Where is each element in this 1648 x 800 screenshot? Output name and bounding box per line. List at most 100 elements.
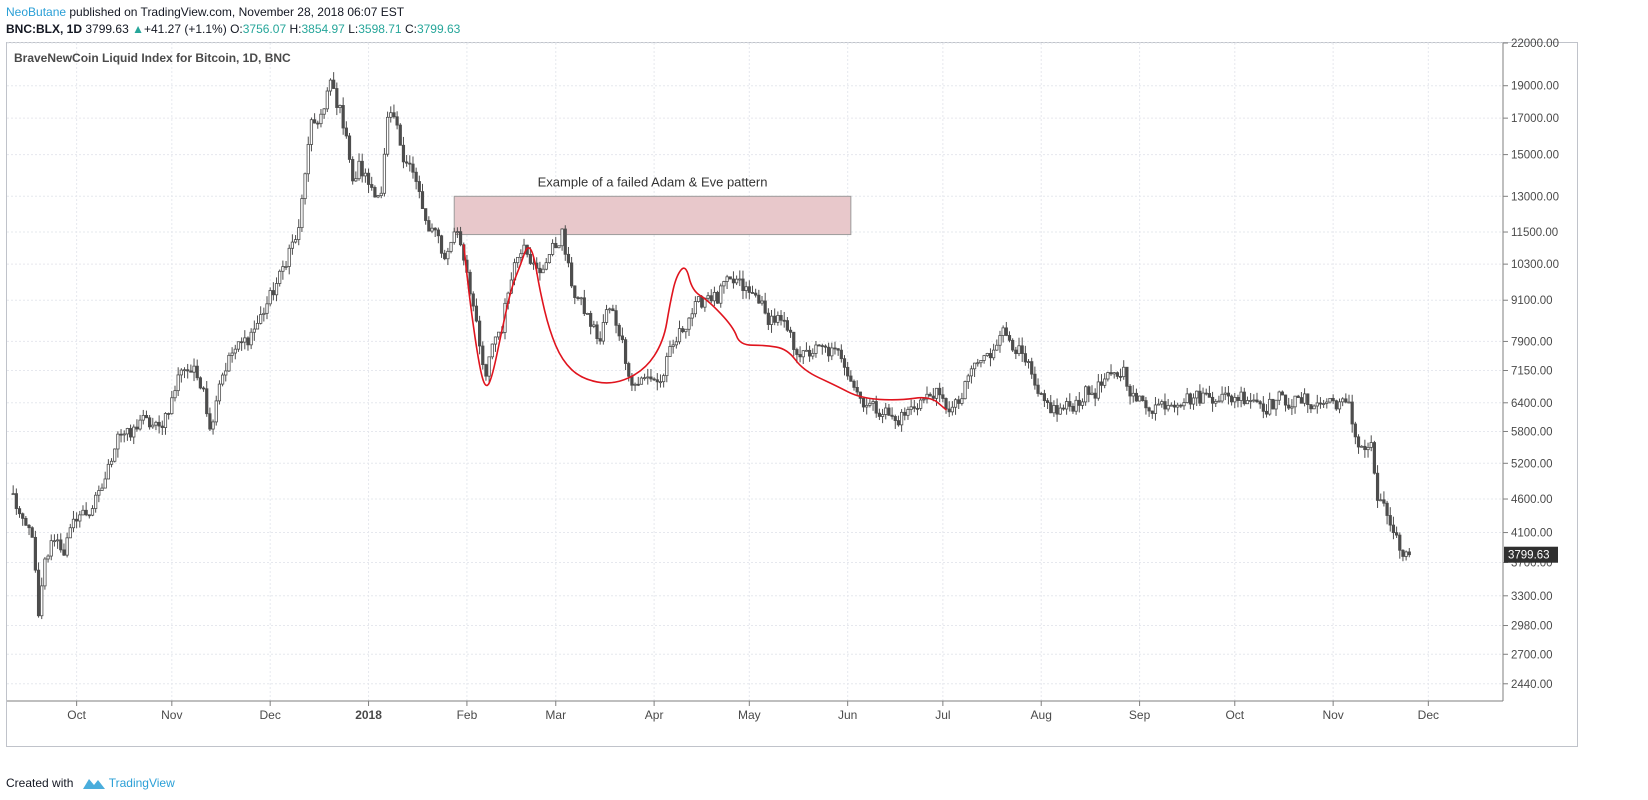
y-tick-label: 5200.00 <box>1511 458 1553 470</box>
adam-eve-path <box>462 244 947 411</box>
candle-body <box>474 305 479 322</box>
candle-body <box>1328 397 1332 403</box>
candles <box>11 72 1411 620</box>
symbol-label: BNC:BLX, 1D <box>6 22 83 36</box>
candle-body <box>728 276 732 280</box>
candle-body <box>424 208 428 221</box>
candle-body <box>1385 502 1389 516</box>
candle-body <box>338 105 342 108</box>
candle-body <box>846 366 850 377</box>
last-price-label: 3799.63 <box>1508 550 1550 562</box>
x-axis: Oct Nov Dec 2018 Feb Mar Apr May Jun Jul Aug Sep Oct… <box>7 700 1503 722</box>
candle-body <box>385 116 390 155</box>
candle-body <box>1401 549 1405 557</box>
candle-body <box>1226 392 1231 397</box>
candle-body <box>576 297 580 299</box>
x-tick-label: Feb <box>457 708 478 722</box>
y-tick-label: 15000.00 <box>1511 150 1559 162</box>
candle-body <box>1017 345 1021 354</box>
candle-body <box>598 338 602 342</box>
grid <box>7 42 1503 701</box>
candle-body <box>731 278 736 284</box>
chart-title: BraveNewCoin Liquid Index for Bitcoin, 1… <box>14 51 291 65</box>
candle-body <box>1084 386 1088 403</box>
y-tick-label: 17000.00 <box>1511 113 1559 125</box>
candle-body <box>604 309 609 323</box>
candle-body <box>322 108 326 115</box>
candle-body <box>1115 372 1119 377</box>
candle-body <box>163 413 168 428</box>
candle-body <box>227 354 231 372</box>
candle-body <box>357 160 361 180</box>
candle-body <box>1052 405 1056 414</box>
candle-body <box>1353 423 1357 438</box>
candle-body <box>71 518 76 529</box>
x-tick-label: Dec <box>1418 708 1439 722</box>
candle-body <box>887 407 891 416</box>
candle-body <box>1372 442 1376 474</box>
candle-body <box>754 292 758 296</box>
last-price-tag: 3799.63 <box>1504 546 1558 563</box>
candle-body <box>1007 335 1012 341</box>
candle-body <box>1153 404 1158 414</box>
candle-body <box>1341 398 1345 403</box>
candle-body <box>379 192 383 197</box>
candle-body <box>528 253 532 264</box>
annotation-rect <box>453 195 852 236</box>
candle-body <box>1290 406 1294 409</box>
candle-body <box>1268 398 1272 415</box>
candle-body <box>236 341 241 350</box>
candle-body <box>490 343 494 358</box>
x-tick-label: Oct <box>1225 708 1244 722</box>
last-price: 3799.63 <box>85 22 129 36</box>
x-tick-label: Jul <box>935 708 950 722</box>
candle-body <box>890 414 894 417</box>
candle-body <box>290 241 294 249</box>
candle-body <box>544 262 548 270</box>
candle-body <box>335 88 339 108</box>
author-link[interactable]: NeoButane <box>6 5 67 19</box>
ohlc-legend: BNC:BLX, 1D 3799.63 ▲+41.27 (+1.1%) O:37… <box>6 22 460 36</box>
candle-body <box>1093 392 1097 399</box>
candle-body <box>652 378 656 381</box>
candle-body <box>550 242 555 255</box>
candle-body <box>170 397 174 415</box>
candle-body <box>643 377 647 380</box>
candle-body <box>744 286 748 291</box>
candle-body <box>484 364 488 377</box>
y-tick-label: 11500.00 <box>1511 227 1558 239</box>
close-value: 3799.63 <box>416 22 461 36</box>
candle-body <box>160 425 164 428</box>
candle-body <box>395 116 399 126</box>
x-tick-label: Nov <box>1322 708 1343 722</box>
candle-body <box>401 144 406 163</box>
candle-body <box>1360 445 1364 448</box>
candle-body <box>458 231 463 246</box>
high-value: 3854.97 <box>301 22 345 36</box>
candle-body <box>1160 401 1164 405</box>
candle-body <box>268 290 272 305</box>
candle-body <box>658 381 663 384</box>
tradingview-logo-icon[interactable] <box>82 777 105 792</box>
candle-body <box>833 347 837 350</box>
candle-body <box>1369 442 1373 448</box>
candle-body <box>880 414 885 417</box>
y-tick-label: 7150.00 <box>1511 366 1553 378</box>
footer: Created with TradingView <box>6 776 175 792</box>
candle-body <box>1099 381 1104 386</box>
price-change: +41.27 (+1.1%) <box>143 22 227 36</box>
candle-body <box>1223 392 1227 395</box>
candle-body <box>141 415 145 421</box>
annotation-text: Example of a failed Adam & Eve pattern <box>538 174 768 189</box>
publish-info: NeoButane published on TradingView.com, … <box>6 5 404 19</box>
tradingview-link[interactable]: TradingView <box>108 776 175 790</box>
candle-body <box>687 317 691 330</box>
candle-body <box>411 163 415 173</box>
candle-body <box>696 296 701 302</box>
candle-body <box>627 363 631 377</box>
y-tick-label: 13000.00 <box>1511 191 1559 203</box>
candle-body <box>1337 401 1342 410</box>
candle-body <box>116 433 120 450</box>
candle-body <box>173 390 177 399</box>
